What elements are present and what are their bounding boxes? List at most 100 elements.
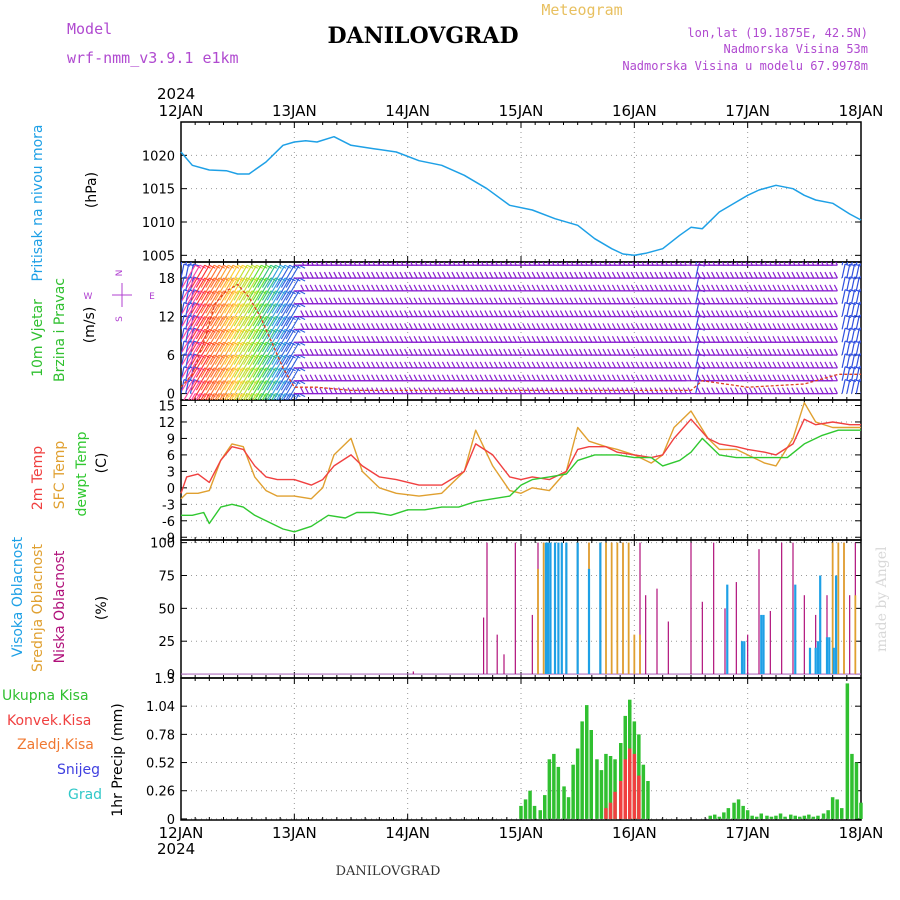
wind-barb xyxy=(247,329,262,353)
wind-barb-flag xyxy=(284,264,292,269)
wind-barb-flag xyxy=(414,262,418,266)
precip-frame xyxy=(180,677,862,821)
wind-barb-flag xyxy=(536,374,541,382)
wind-barb-flag xyxy=(334,262,338,266)
wind-barb xyxy=(846,340,851,356)
wind-barb-flag xyxy=(814,374,820,382)
wind-barb-flag xyxy=(333,271,338,279)
wind-barb-flag xyxy=(630,387,635,394)
wind-barb-flag xyxy=(767,348,772,356)
precip-bar xyxy=(726,808,731,819)
wind-barb-flag xyxy=(674,262,678,266)
wind-barb xyxy=(205,290,220,314)
wind-barb xyxy=(855,289,860,304)
wind-barb-flag xyxy=(443,262,446,266)
wind-barb-flag xyxy=(446,387,451,394)
wind-barb xyxy=(225,380,239,400)
wind-barb-flag xyxy=(338,335,343,343)
wind-barb-flag xyxy=(669,262,673,266)
wind-barb-flag xyxy=(188,327,195,331)
windrose-label: N xyxy=(115,270,125,277)
wind-barb-flag xyxy=(706,297,711,304)
wind-barb-flag xyxy=(678,297,683,304)
wind-barb-flag xyxy=(498,271,503,279)
wind-barb-flag xyxy=(484,361,489,369)
wind-barb-flag xyxy=(588,348,593,356)
wind-barb xyxy=(233,303,248,327)
wind-barb-flag xyxy=(578,335,583,343)
wind-barb-flag xyxy=(484,374,489,382)
wind-barb-flag xyxy=(536,297,541,304)
wind-barb xyxy=(181,354,196,378)
wind-barb-flag xyxy=(715,361,720,369)
wind-barb-flag xyxy=(644,284,650,292)
precip-bar xyxy=(802,815,807,819)
wind-barb-flag xyxy=(854,327,861,331)
wind-barb-flag xyxy=(338,284,343,292)
wind-barb-flag xyxy=(588,323,593,330)
wind-barb xyxy=(189,262,192,266)
wind-barb xyxy=(214,316,229,340)
wind-barb-flag xyxy=(720,284,725,292)
wind-barb-flag xyxy=(531,374,536,382)
wind-barb-flag xyxy=(559,284,565,292)
wind-barb xyxy=(186,316,201,340)
wind-barb-flag xyxy=(413,374,418,382)
wind-barb-flag xyxy=(701,361,706,369)
wind-barb-flag xyxy=(451,387,456,394)
wind-barb-flag xyxy=(626,348,631,356)
wind-barb xyxy=(252,341,267,365)
wind-barb-flag xyxy=(541,323,546,330)
wind-barb-flag xyxy=(659,361,664,369)
wind-barb xyxy=(276,290,291,314)
wind-barb-flag xyxy=(319,374,324,382)
precip-bar xyxy=(845,683,850,819)
wind-barb-flag xyxy=(522,284,527,292)
wind-barb xyxy=(247,393,253,400)
wind-barb-flag xyxy=(729,387,735,394)
wind-barb xyxy=(228,316,243,340)
wind-barb-flag xyxy=(668,310,673,317)
wind-barb-flag xyxy=(342,284,347,292)
wind-barb-flag xyxy=(701,323,706,330)
wind-barb-flag xyxy=(659,374,664,382)
y-tick-label: 1.04 xyxy=(146,700,175,715)
wind-barb-flag xyxy=(748,387,753,394)
wind-barb xyxy=(276,341,291,365)
wind-barb-flag xyxy=(659,335,664,343)
wind-barb-flag xyxy=(446,310,451,317)
wind-barb-flag xyxy=(391,262,395,266)
wind-barb-flag xyxy=(517,271,522,279)
wind-barb-flag xyxy=(597,323,602,330)
wind-barb-flag xyxy=(323,323,328,330)
credit-label: made by Angel xyxy=(874,546,890,652)
wind-barb xyxy=(841,379,846,394)
wind-barb-flag xyxy=(569,348,574,356)
wind-barb-flag xyxy=(489,374,494,382)
precip-bar xyxy=(717,816,722,819)
wind-barb-flag xyxy=(361,297,366,304)
wind-barb-flag xyxy=(781,284,786,292)
wind-barb-flag xyxy=(319,348,324,356)
wind-barb-flag xyxy=(352,284,357,292)
wind-barb-flag xyxy=(232,264,240,269)
wind-barb-flag xyxy=(315,262,319,266)
wind-barb xyxy=(191,354,206,378)
wind-barb xyxy=(695,262,698,266)
wind-barb-flag xyxy=(427,323,432,330)
wind-barb-flag xyxy=(626,335,631,343)
wind-barb-flag xyxy=(437,335,442,343)
wind-barb-flag xyxy=(328,310,333,317)
wind-barb-flag xyxy=(593,284,598,292)
wind-barb-flag xyxy=(678,348,683,356)
wind-barb-flag xyxy=(682,310,687,317)
wind-barb-flag xyxy=(310,262,314,266)
wind-barb-flag xyxy=(522,271,527,279)
wind-barb xyxy=(855,340,860,356)
wind-barb xyxy=(266,393,272,400)
wind-barb-flag xyxy=(864,367,870,369)
wind-barb-flag xyxy=(371,310,376,317)
wind-barb-flag xyxy=(791,335,796,343)
wind-barb-flag xyxy=(375,361,380,369)
